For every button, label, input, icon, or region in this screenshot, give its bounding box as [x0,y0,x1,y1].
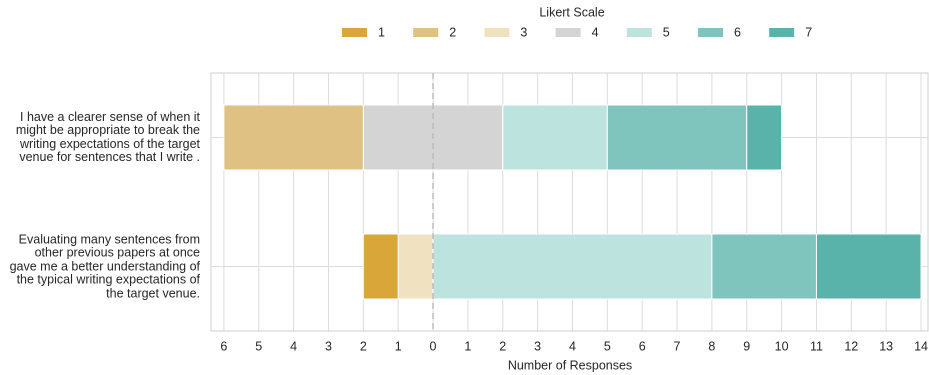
bar-segment [432,233,713,300]
x-tick-label: 8 [708,339,715,353]
x-tick-label: 6 [639,339,646,353]
x-tick-label: 14 [914,339,928,353]
legend-swatch [342,28,367,37]
legend-swatch [626,28,652,37]
legend-label: 6 [734,25,741,39]
x-tick-label: 5 [255,339,262,353]
legend-label: 5 [663,25,670,39]
legend-swatch [769,28,795,37]
x-tick-label: 3 [325,339,332,353]
x-tick-label: 4 [569,339,576,353]
legend-label: 3 [520,25,527,39]
category-label: Evaluating many sentences from other pre… [9,231,200,300]
legend-swatch [698,28,723,37]
bar-segment [362,233,399,300]
x-tick-label: 13 [879,339,893,353]
legend-swatch [413,28,439,37]
x-tick-label: 2 [360,339,367,353]
x-tick-label: 1 [395,339,402,353]
x-tick-label: 11 [810,339,823,353]
bar-segment [746,104,783,171]
bar-segment [815,233,922,300]
legend-swatch [555,28,581,37]
bar-segment [397,233,434,300]
x-tick-label: 6 [220,339,227,353]
x-axis-label: Number of Responses [508,358,632,372]
x-tick-label: 10 [775,339,789,353]
bar-segment [711,233,817,300]
plot-frame [210,72,929,332]
bar-segment [223,104,364,171]
legend-label: 7 [805,25,812,39]
legend-swatch [484,28,510,37]
x-tick-label: 1 [464,339,471,353]
legend-label: 2 [449,25,456,39]
bar-segment [502,104,608,171]
bar-segment [606,104,748,171]
x-tick-label: 5 [604,339,611,353]
category-label: I have a clearer sense of when it might … [15,109,200,164]
x-tick-label: 9 [743,339,750,353]
x-tick-label: 12 [844,339,858,353]
legend-title: Likert Scale [539,5,604,19]
legend-label: 1 [378,25,385,39]
legend-label: 4 [592,25,599,39]
x-tick-label: 3 [534,339,541,353]
x-tick-label: 0 [430,339,437,353]
x-tick-label: 7 [674,339,681,353]
x-tick-label: 2 [499,339,506,353]
x-tick-label: 4 [290,339,297,353]
